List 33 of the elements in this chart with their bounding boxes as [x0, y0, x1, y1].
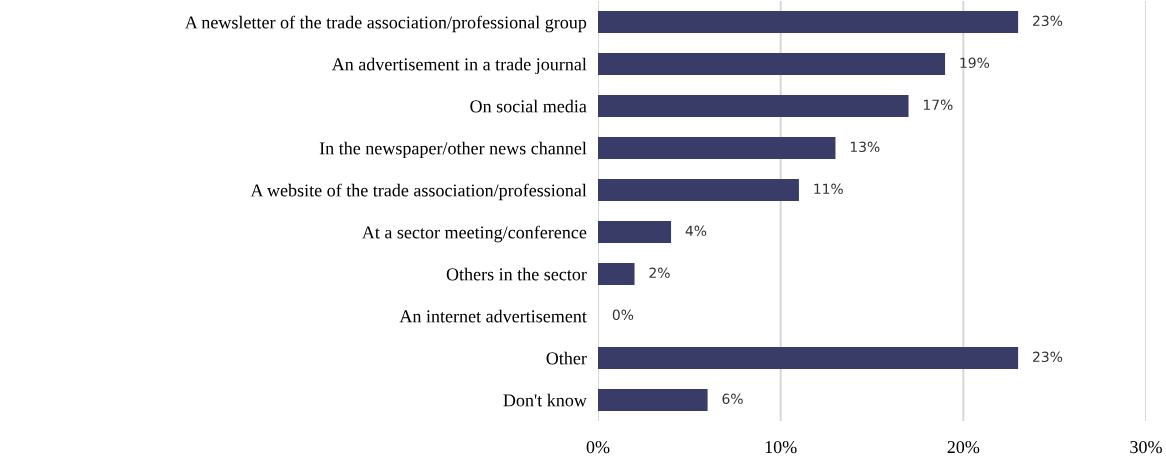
- y-tick-label: Don't know: [503, 393, 587, 407]
- x-tick-label: 0%: [586, 440, 610, 454]
- bar: [598, 263, 635, 285]
- data-label: 0%: [612, 309, 634, 321]
- data-label: 4%: [685, 225, 707, 237]
- data-label: 23%: [1033, 351, 1063, 363]
- data-label: 11%: [814, 183, 843, 195]
- data-label: 6%: [722, 393, 743, 405]
- data-label: 2%: [649, 267, 670, 279]
- bar: [598, 95, 909, 117]
- data-label: 17%: [923, 99, 953, 111]
- y-tick-label: An internet advertisement: [399, 309, 587, 323]
- bar: [598, 11, 1019, 33]
- y-tick-label: A newsletter of the trade association/professional group: [184, 15, 587, 33]
- bar: [598, 53, 946, 75]
- x-tick-label: 20%: [947, 440, 980, 454]
- y-tick-label: A website of the trade association/professional: [250, 183, 587, 201]
- bar: [598, 389, 708, 411]
- data-label: 23%: [1033, 15, 1063, 27]
- x-tick-label: 30%: [1130, 440, 1162, 454]
- y-tick-label: Other: [546, 351, 587, 365]
- data-label: 13%: [850, 141, 880, 153]
- bar: [598, 179, 799, 201]
- y-tick-label: An advertisement in a trade journal: [331, 57, 587, 75]
- bar: [598, 137, 836, 159]
- x-tick-label: 10%: [765, 440, 797, 454]
- y-tick-label: In the newspaper/other news channel: [319, 141, 587, 159]
- bar: [598, 347, 1019, 369]
- y-tick-label: At a sector meeting/conference: [361, 225, 587, 243]
- y-tick-label: Others in the sector: [446, 267, 587, 281]
- bar: [598, 221, 672, 243]
- y-tick-label: On social media: [470, 99, 587, 113]
- data-label: 19%: [960, 57, 990, 69]
